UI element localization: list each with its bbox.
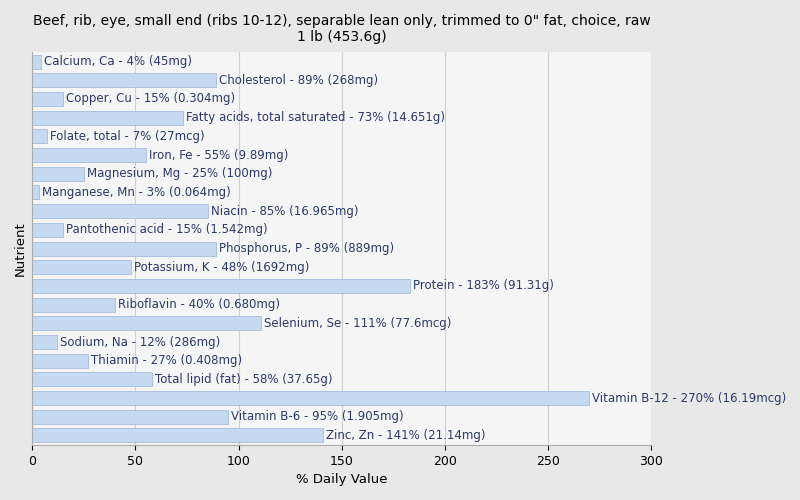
Text: Selenium, Se - 111% (77.6mcg): Selenium, Se - 111% (77.6mcg) [264,317,452,330]
Text: Thiamin - 27% (0.408mg): Thiamin - 27% (0.408mg) [91,354,242,367]
Text: Sodium, Na - 12% (286mg): Sodium, Na - 12% (286mg) [60,336,221,348]
Text: Protein - 183% (91.31g): Protein - 183% (91.31g) [413,280,554,292]
Text: Total lipid (fat) - 58% (37.65g): Total lipid (fat) - 58% (37.65g) [155,373,333,386]
Bar [33,54,41,68]
Bar [33,130,47,143]
Bar [33,354,88,368]
Bar [33,204,208,218]
Text: Vitamin B-6 - 95% (1.905mg): Vitamin B-6 - 95% (1.905mg) [231,410,404,424]
Bar [33,410,228,424]
Bar [33,73,216,88]
Bar [33,298,115,312]
Text: Niacin - 85% (16.965mg): Niacin - 85% (16.965mg) [210,204,358,218]
Y-axis label: Nutrient: Nutrient [14,221,27,276]
Bar [33,148,146,162]
Text: Riboflavin - 40% (0.680mg): Riboflavin - 40% (0.680mg) [118,298,280,311]
Bar [33,335,57,349]
Bar [33,92,63,106]
Text: Folate, total - 7% (27mcg): Folate, total - 7% (27mcg) [50,130,205,143]
X-axis label: % Daily Value: % Daily Value [296,473,387,486]
Bar [33,372,152,386]
Bar [33,110,183,124]
Text: Iron, Fe - 55% (9.89mg): Iron, Fe - 55% (9.89mg) [149,148,288,162]
Bar [33,391,589,405]
Text: Vitamin B-12 - 270% (16.19mcg): Vitamin B-12 - 270% (16.19mcg) [592,392,786,404]
Text: Potassium, K - 48% (1692mg): Potassium, K - 48% (1692mg) [134,260,310,274]
Text: Pantothenic acid - 15% (1.542mg): Pantothenic acid - 15% (1.542mg) [66,224,268,236]
Text: Copper, Cu - 15% (0.304mg): Copper, Cu - 15% (0.304mg) [66,92,235,106]
Bar [33,316,262,330]
Text: Calcium, Ca - 4% (45mg): Calcium, Ca - 4% (45mg) [44,55,192,68]
Bar [33,166,84,180]
Text: Cholesterol - 89% (268mg): Cholesterol - 89% (268mg) [219,74,378,86]
Bar [33,279,410,293]
Title: Beef, rib, eye, small end (ribs 10-12), separable lean only, trimmed to 0" fat, : Beef, rib, eye, small end (ribs 10-12), … [33,14,650,44]
Text: Zinc, Zn - 141% (21.14mg): Zinc, Zn - 141% (21.14mg) [326,429,486,442]
Text: Manganese, Mn - 3% (0.064mg): Manganese, Mn - 3% (0.064mg) [42,186,230,199]
Bar [33,428,323,442]
Text: Fatty acids, total saturated - 73% (14.651g): Fatty acids, total saturated - 73% (14.6… [186,111,445,124]
Bar [33,186,38,200]
Bar [33,223,63,237]
Text: Phosphorus, P - 89% (889mg): Phosphorus, P - 89% (889mg) [219,242,394,255]
Text: Magnesium, Mg - 25% (100mg): Magnesium, Mg - 25% (100mg) [87,167,273,180]
Bar [33,242,216,256]
Bar [33,260,131,274]
